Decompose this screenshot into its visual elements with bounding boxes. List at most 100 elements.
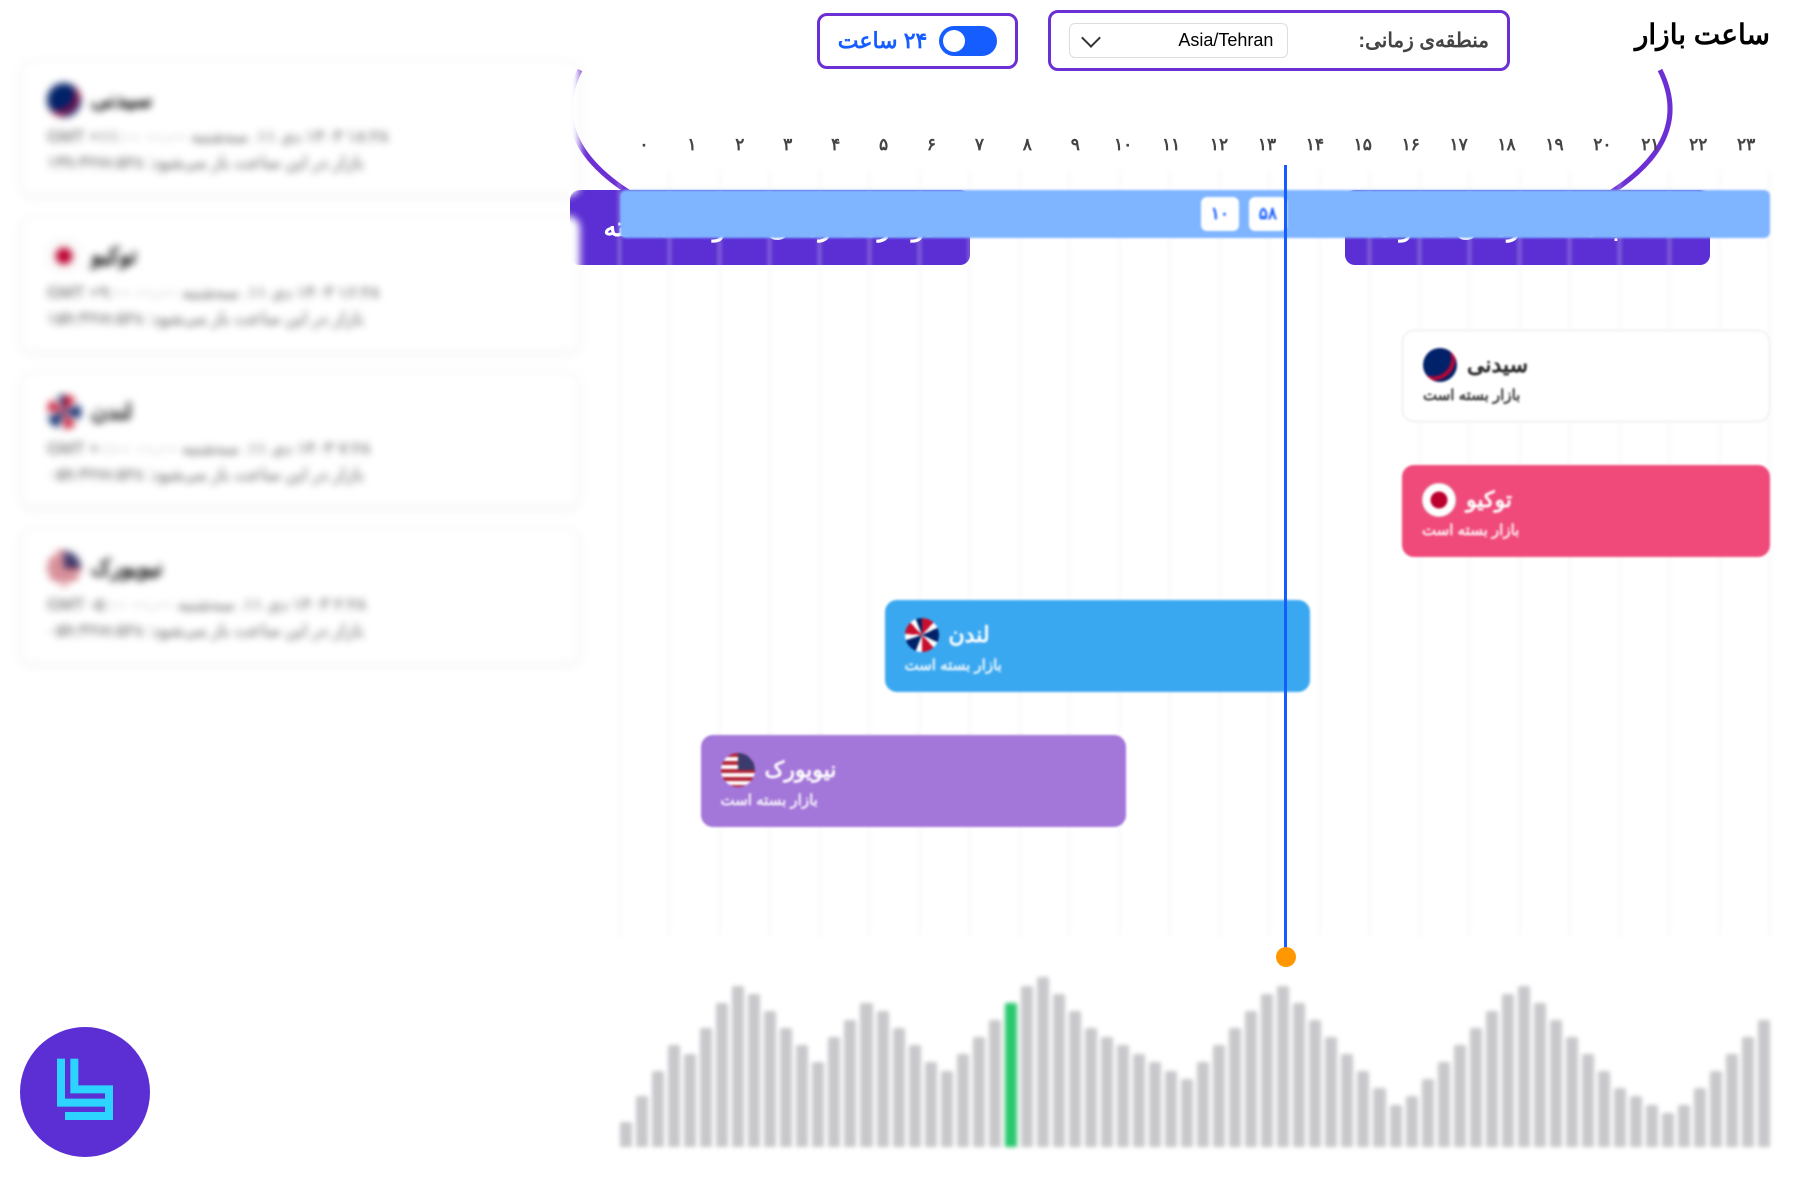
hour-label: ۴ bbox=[812, 135, 860, 170]
market-bar-name: لندن bbox=[949, 622, 990, 648]
grid-line bbox=[1369, 170, 1370, 937]
grid-line bbox=[1169, 170, 1170, 937]
hour-label: ۳ bbox=[764, 135, 812, 170]
histogram-bar bbox=[1309, 1020, 1321, 1148]
market-bar-jp[interactable]: توکیو بازار بسته است bbox=[1402, 465, 1770, 557]
histogram-bar bbox=[1069, 1011, 1081, 1147]
hour-label: ۲۱ bbox=[1626, 135, 1674, 170]
hour-label: ۱۷ bbox=[1435, 135, 1483, 170]
timezone-selector-box: منطقه‌ی زمانی: Asia/Tehran bbox=[1048, 10, 1510, 71]
histogram-bar bbox=[1390, 1105, 1402, 1148]
histogram-bar bbox=[780, 1028, 792, 1147]
histogram-bar bbox=[1710, 1071, 1722, 1148]
hour-label: ۱۲ bbox=[1195, 135, 1243, 170]
histogram-bar bbox=[844, 1020, 856, 1148]
sidebar-card[interactable]: نیویورک ۲:۲۸ ۱۴۰۳ دی ۱۱. سه‌شنبه ۰۰.۰۰ G… bbox=[20, 528, 580, 664]
histogram-bar bbox=[1085, 1028, 1097, 1147]
hour-label: ۱۴ bbox=[1291, 135, 1339, 170]
hour-label: ۹ bbox=[1051, 135, 1099, 170]
market-bar-status: بازار بسته است bbox=[1422, 521, 1519, 539]
histogram-bar bbox=[893, 1028, 905, 1147]
histogram-bar bbox=[1341, 1054, 1353, 1148]
grid-line bbox=[669, 170, 670, 937]
sidebar-card-openinfo: بازار در این ساعت باز می‌شود: ۱۴h:۴۲m:۵۲… bbox=[47, 153, 553, 173]
market-bar-uk[interactable]: لندن بازار بسته است bbox=[885, 600, 1311, 692]
sidebar-market-list: سیدنی ۱۸:۲۸ ۱۴۰۳ دی ۱۱. سه‌شنبه ۰۰.۰۰ GM… bbox=[20, 60, 580, 684]
histogram-bar bbox=[1758, 1020, 1770, 1148]
sidebar-card-name: لندن bbox=[91, 399, 132, 425]
hour-label: ۱۰ bbox=[1099, 135, 1147, 170]
hour-label: ۸ bbox=[1003, 135, 1051, 170]
histogram-bar bbox=[1742, 1037, 1754, 1148]
timeline-area: ۰۱۲۳۴۵۶۷۸۹۱۰۱۱۱۲۱۳۱۴۱۵۱۶۱۷۱۸۱۹۲۰۲۱۲۲۲۳ ۵… bbox=[620, 135, 1770, 1147]
histogram-bar bbox=[1149, 1062, 1161, 1147]
hour-label: ۷ bbox=[955, 135, 1003, 170]
histogram-bar bbox=[1373, 1088, 1385, 1148]
market-bar-status: بازار بسته است bbox=[1423, 386, 1520, 404]
hour-label: ۲ bbox=[716, 135, 764, 170]
flag-au-icon bbox=[47, 83, 81, 117]
histogram-bar bbox=[1502, 994, 1514, 1147]
hour-label: ۶ bbox=[908, 135, 956, 170]
timezone-value: Asia/Tehran bbox=[1178, 30, 1273, 51]
hour-label: ۲۰ bbox=[1578, 135, 1626, 170]
time-format-box: ۲۴ ساعت bbox=[817, 13, 1019, 69]
flag-uk-icon bbox=[905, 618, 939, 652]
hour-label: ۱۵ bbox=[1339, 135, 1387, 170]
controls-row: منطقه‌ی زمانی: Asia/Tehran ۲۴ ساعت bbox=[817, 10, 1510, 71]
market-bar-us[interactable]: نیویورک بازار بسته است bbox=[701, 735, 1127, 827]
format-label: ۲۴ ساعت bbox=[838, 28, 928, 54]
histogram-bar bbox=[1694, 1088, 1706, 1148]
sidebar-card[interactable]: لندن ۷:۲۸ ۱۴۰۳ دی ۱۱. سه‌شنبه ۰۰.۰۰ GMT … bbox=[20, 372, 580, 508]
brand-logo-badge bbox=[20, 1027, 150, 1157]
flag-us-icon bbox=[721, 753, 755, 787]
histogram-bar bbox=[1037, 977, 1049, 1147]
histogram-bar bbox=[1486, 1011, 1498, 1147]
histogram-bar bbox=[1550, 1020, 1562, 1148]
histogram-bar bbox=[1213, 1045, 1225, 1147]
histogram-bar bbox=[748, 994, 760, 1147]
histogram-bar bbox=[1005, 1003, 1017, 1148]
histogram-bar bbox=[1261, 994, 1273, 1147]
histogram-bar bbox=[1245, 1011, 1257, 1147]
market-bar-au[interactable]: سیدنی بازار بسته است bbox=[1402, 330, 1770, 422]
histogram-bar bbox=[909, 1045, 921, 1147]
hour-label: ۱۱ bbox=[1147, 135, 1195, 170]
hour-scale: ۰۱۲۳۴۵۶۷۸۹۱۰۱۱۱۲۱۳۱۴۱۵۱۶۱۷۱۸۱۹۲۰۲۱۲۲۲۳ bbox=[620, 135, 1770, 170]
flag-us-icon bbox=[47, 551, 81, 585]
histogram-bar bbox=[1662, 1113, 1674, 1147]
ribbon-chip-hour: ۱۰ bbox=[1201, 197, 1239, 231]
histogram-bar bbox=[1053, 994, 1065, 1147]
market-bar-status: بازار بسته است bbox=[721, 791, 818, 809]
sidebar-card-timeinfo: ۱۸:۲۸ ۱۴۰۳ دی ۱۱. سه‌شنبه ۰۰.۰۰ GMT +۱۱:… bbox=[47, 127, 553, 147]
page-title: ساعت بازار bbox=[1635, 18, 1770, 51]
histogram-bar bbox=[1101, 1037, 1113, 1148]
brand-logo-icon bbox=[45, 1052, 125, 1132]
sidebar-card-timeinfo: ۷:۲۸ ۱۴۰۳ دی ۱۱. سه‌شنبه ۰۰.۰۰ GMT +۰:۰۰ bbox=[47, 439, 553, 459]
histogram-bar bbox=[716, 1003, 728, 1148]
sidebar-card-name: توکیو bbox=[91, 243, 137, 269]
histogram-bar bbox=[1229, 1028, 1241, 1147]
histogram-bar bbox=[1181, 1079, 1193, 1147]
histogram-bar bbox=[941, 1071, 953, 1148]
ribbon-chip-minute: ۵۸ bbox=[1249, 197, 1287, 231]
histogram-bar bbox=[732, 986, 744, 1148]
histogram-bar bbox=[973, 1037, 985, 1148]
sidebar-card[interactable]: توکیو ۱۶:۲۸ ۱۴۰۳ دی ۱۱. سه‌شنبه ۰۰.۰۰ GM… bbox=[20, 216, 580, 352]
histogram-bar bbox=[1438, 1062, 1450, 1147]
format-toggle[interactable] bbox=[939, 26, 997, 56]
histogram-bar bbox=[1021, 986, 1033, 1148]
histogram-bar bbox=[1614, 1088, 1626, 1148]
histogram-bar bbox=[860, 1003, 872, 1148]
timezone-dropdown[interactable]: Asia/Tehran bbox=[1069, 23, 1288, 58]
histogram-bar bbox=[1277, 986, 1289, 1148]
volume-histogram bbox=[620, 977, 1770, 1147]
sidebar-card-name: سیدنی bbox=[91, 87, 152, 113]
histogram-bar bbox=[1678, 1105, 1690, 1148]
hour-label: ۲۳ bbox=[1722, 135, 1770, 170]
sidebar-card[interactable]: سیدنی ۱۸:۲۸ ۱۴۰۳ دی ۱۱. سه‌شنبه ۰۰.۰۰ GM… bbox=[20, 60, 580, 196]
histogram-bar bbox=[957, 1054, 969, 1148]
histogram-bar bbox=[1197, 1062, 1209, 1147]
hour-label: ۱۶ bbox=[1387, 135, 1435, 170]
histogram-bar bbox=[1133, 1054, 1145, 1148]
